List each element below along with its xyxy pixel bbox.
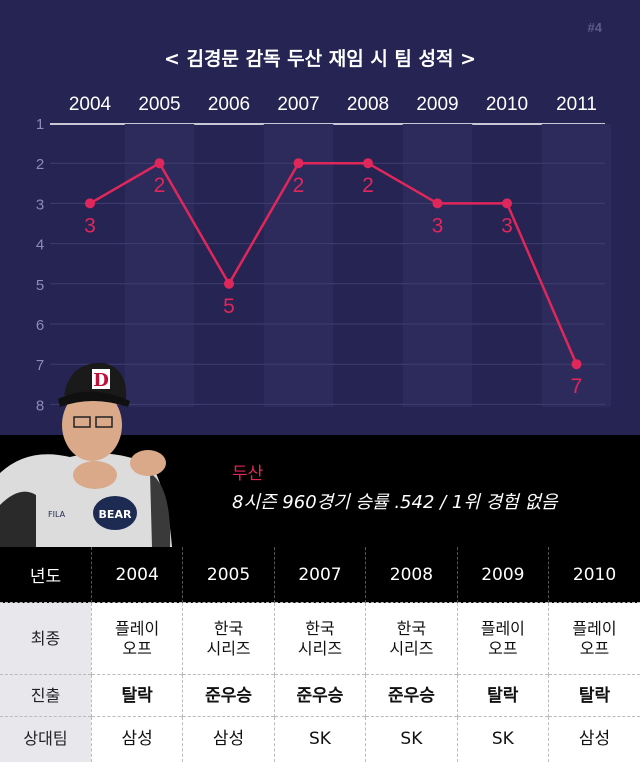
y-tick-label: 7 [36, 357, 44, 374]
data-label: 2 [362, 174, 374, 197]
page-number: #4 [587, 20, 602, 35]
y-tick-label: 5 [36, 277, 44, 294]
table-cell: 탈락 [90, 674, 183, 717]
column-band [263, 124, 334, 407]
table-cell: 플레이 오프 [548, 602, 640, 675]
table-cell: 삼성 [182, 716, 275, 762]
table-cell: 탈락 [548, 674, 640, 717]
table-row: 상대팀 삼성 삼성 SK SK SK 삼성 [0, 716, 640, 762]
table-cell: SK [456, 716, 549, 762]
x-tick-label: 2006 [208, 94, 250, 115]
year-header-cell: 2004 [90, 547, 183, 603]
year-header-cell: 2008 [365, 547, 458, 603]
data-label: 2 [293, 174, 305, 197]
cell-text-line: 시리즈 [297, 638, 343, 658]
cell-text-line: 플레이 [572, 618, 617, 638]
table-cell: SK [273, 716, 366, 762]
cell-text-line: 오프 [488, 638, 518, 658]
data-label: 3 [501, 214, 513, 237]
data-label: 7 [571, 375, 583, 398]
y-tick-label: 8 [36, 397, 44, 414]
cell-text-line: 시리즈 [389, 638, 434, 658]
row-label: 최종 [0, 602, 92, 675]
data-point [432, 198, 443, 209]
y-tick-label: 6 [36, 317, 44, 334]
team-name: 두산 [232, 464, 264, 484]
table-cell: 플레이 오프 [90, 602, 183, 675]
year-header-cell: 2010 [548, 547, 640, 603]
table-cell: 준우승 [273, 674, 366, 717]
cell-text-line: 한국 [396, 618, 427, 638]
svg-text:D: D [93, 370, 109, 391]
cell-text-line: 시리즈 [206, 638, 251, 658]
table-cell: 탈락 [456, 674, 549, 717]
table-cell: SK [365, 716, 458, 762]
data-label: 3 [432, 214, 444, 237]
x-tick-label: 2009 [416, 94, 458, 115]
table-cell: 준우승 [182, 674, 275, 717]
cell-text-line: 오프 [579, 638, 610, 658]
table-cell: 삼성 [548, 716, 640, 762]
x-tick-label: 2004 [69, 94, 112, 115]
data-label: 3 [84, 214, 96, 237]
data-point [154, 158, 165, 169]
x-tick-label: 2005 [138, 94, 180, 115]
table-cell: 한국 시리즈 [365, 602, 458, 675]
season-record: 8시즌 960경기 승률 .542 / 1위 경험 없음 [232, 492, 558, 513]
table-cell: 준우승 [365, 674, 458, 717]
svg-text:BEAR: BEAR [99, 508, 132, 521]
y-tick-label: 1 [36, 116, 44, 133]
year-column-header: 년도 [0, 547, 92, 603]
data-point [224, 278, 234, 289]
table-cell: 한국 시리즈 [273, 602, 366, 675]
x-tick-label: 2011 [556, 94, 597, 115]
table-row: 최종 플레이 오프 한국 시리즈 한국 시리즈 한국 시리즈 플레이 오프 플레이 오프 [0, 602, 640, 675]
row-label: 진출 [0, 674, 92, 717]
table-cell: 플레이 오프 [456, 602, 549, 675]
svg-text:FILA: FILA [48, 510, 66, 519]
table-cell: 삼성 [90, 716, 183, 762]
cell-text-line: 한국 [213, 618, 244, 638]
row-label: 상대팀 [0, 716, 92, 762]
postseason-results-table: 년도 2004 2005 2007 2008 2009 2010 최종 플레이 오프 한국 시리즈 한… [0, 547, 640, 762]
data-point [571, 359, 582, 370]
year-header-cell: 2009 [456, 547, 549, 603]
x-tick-label: 2007 [277, 94, 319, 115]
year-header-cell: 2007 [273, 547, 366, 603]
year-header-cell: 2005 [182, 547, 275, 603]
coach-photo: BEAR FILA D [0, 362, 172, 547]
y-tick-label: 2 [36, 156, 44, 173]
y-tick-label: 3 [36, 196, 44, 213]
column-band [402, 124, 473, 407]
x-tick-label: 2010 [486, 94, 528, 115]
table-header-row: 년도 2004 2005 2007 2008 2009 2010 [0, 547, 640, 603]
cell-text-line: 오프 [122, 638, 152, 658]
cell-text-line: 플레이 [480, 618, 525, 638]
data-point [293, 158, 304, 169]
y-tick-label: 4 [36, 237, 44, 254]
table-cell: 한국 시리즈 [182, 602, 275, 675]
data-point [502, 198, 512, 209]
x-tick-label: 2008 [347, 94, 389, 115]
series-line [89, 161, 578, 365]
data-point [363, 158, 373, 169]
chart-title: < 김경문 감독 두산 재임 시 팀 성적 > [164, 48, 476, 70]
data-point [85, 198, 95, 209]
column-band [124, 124, 195, 407]
data-label: 5 [223, 295, 235, 318]
data-label: 2 [154, 174, 166, 197]
table-row: 진출 탈락 준우승 준우승 준우승 탈락 탈락 [0, 674, 640, 717]
cell-text-line: 한국 [305, 618, 335, 638]
cell-text-line: 플레이 [115, 618, 160, 638]
rank-line-chart: 2004 2005 2006 2007 2008 2009 2010 2011 1 2 3 4 5 6 7… [35, 94, 605, 415]
